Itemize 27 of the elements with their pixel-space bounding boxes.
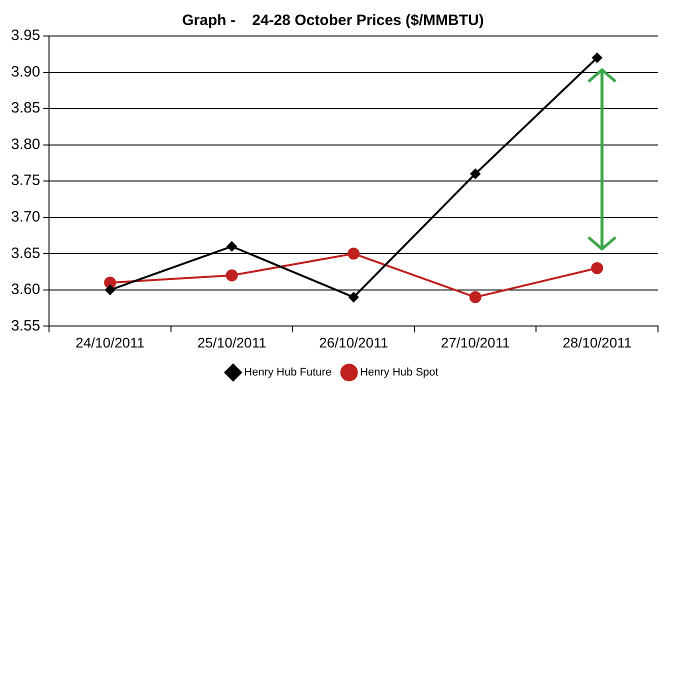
x-tick-label: 25/10/2011 [197, 334, 267, 350]
point [592, 52, 602, 63]
legend-label: Henry Hub Spot [360, 366, 438, 379]
y-tick-label: 3.75 [10, 172, 40, 190]
legend-label: Henry Hub Future [244, 366, 332, 379]
point [591, 262, 604, 274]
y-tick-label: 3.90 [10, 63, 40, 80]
y-tick-label: 3.65 [10, 244, 40, 262]
point [226, 241, 237, 252]
point [348, 292, 359, 302]
point [348, 248, 360, 260]
y-tick-label: 3.70 [10, 208, 40, 226]
y-tick-label: 3.60 [10, 281, 40, 298]
x-tick-label: 27/10/2011 [440, 334, 510, 350]
x-tick-label: 26/10/2011 [319, 334, 388, 350]
point [226, 269, 238, 282]
point [105, 284, 116, 295]
x-tick-label: 28/10/2011 [562, 334, 632, 350]
y-tick-label: 3.55 [10, 317, 40, 334]
x-tick-label: 24/10/2011 [76, 334, 145, 350]
point [469, 291, 482, 304]
y-tick-label: 3.80 [10, 136, 40, 153]
y-tick-label: 3.95 [10, 27, 40, 44]
chart-title: Graph - 24-28 October Prices ($/MMBTU) [182, 12, 484, 30]
y-tick-label: 3.85 [10, 100, 40, 117]
point [104, 276, 116, 289]
point [470, 168, 480, 179]
